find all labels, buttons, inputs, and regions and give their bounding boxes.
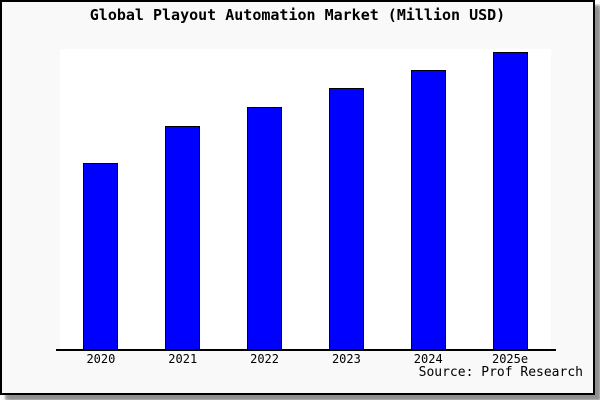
bar-slot <box>469 49 551 350</box>
x-tick-label: 2020 <box>86 352 116 366</box>
bar-2025e <box>492 51 528 350</box>
bar-slot <box>305 49 387 350</box>
bar-2021 <box>165 125 201 350</box>
bar-2022 <box>247 106 283 350</box>
x-tick-label: 2023 <box>331 352 361 366</box>
bar-slot <box>224 49 306 350</box>
x-axis-line <box>56 349 556 351</box>
x-tick-label: 2024 <box>413 352 443 366</box>
chart-card: Global Playout Automation Market (Millio… <box>0 0 595 395</box>
x-tick-label: 2025e <box>491 352 529 366</box>
bar-2024 <box>410 69 446 350</box>
plot-area <box>60 49 551 350</box>
bar-2023 <box>328 87 364 350</box>
bar-slot <box>387 49 469 350</box>
bar-slot <box>60 49 142 350</box>
source-credit: Source: Prof Research <box>418 365 583 380</box>
x-tick-label: 2022 <box>250 352 280 366</box>
x-tick-label: 2021 <box>168 352 198 366</box>
x-axis-labels: 2020 2021 2022 2023 2024 2025e <box>60 352 551 366</box>
chart-title: Global Playout Automation Market (Millio… <box>89 6 506 24</box>
bar-slot <box>142 49 224 350</box>
bar-2020 <box>83 162 119 350</box>
